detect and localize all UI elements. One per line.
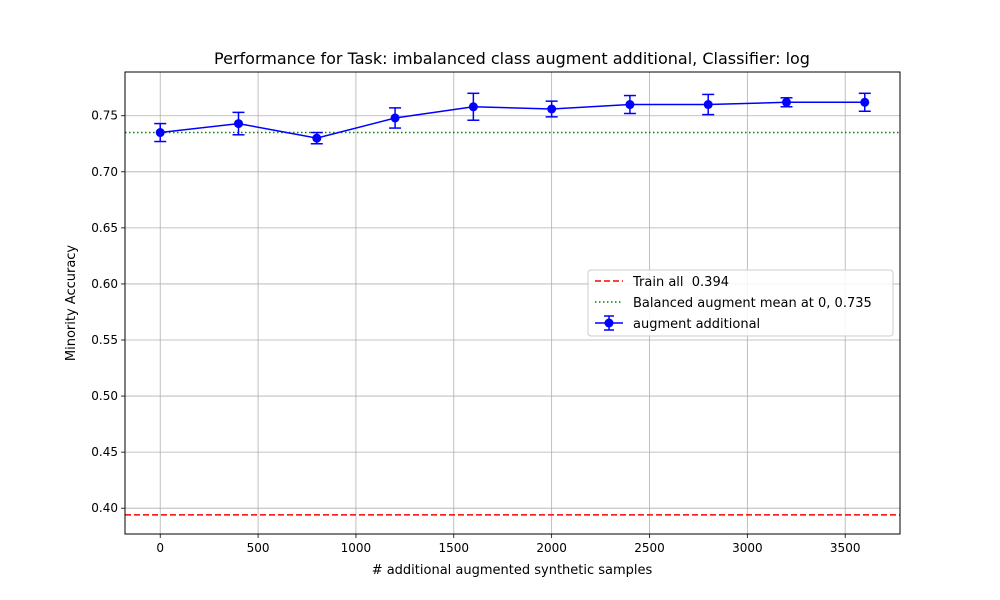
x-tick-label: 3000 — [732, 541, 763, 555]
data-point — [312, 133, 322, 143]
data-point — [781, 97, 791, 107]
y-tick-label: 0.60 — [91, 277, 118, 291]
y-tick-label: 0.75 — [91, 109, 118, 123]
data-point — [234, 119, 244, 129]
x-axis-label: # additional augmented synthetic samples — [372, 563, 653, 578]
x-tick-label: 1000 — [341, 541, 372, 555]
data-point — [625, 100, 635, 110]
data-point — [468, 102, 478, 112]
series-line — [160, 101, 865, 139]
legend-label-augment-additional: augment additional — [633, 317, 760, 332]
y-tick-label: 0.40 — [91, 501, 118, 515]
data-point — [703, 100, 713, 110]
x-tick-label: 500 — [247, 541, 270, 555]
legend-box — [587, 269, 894, 337]
x-tick-label: 2500 — [634, 541, 665, 555]
x-tick-label: 3500 — [830, 541, 861, 555]
data-point — [390, 113, 400, 123]
y-tick-label: 0.45 — [91, 445, 118, 459]
y-axis-ticks: 0.40 0.45 0.50 0.55 0.60 0.65 0.70 0.75 — [91, 109, 125, 515]
plot-frame — [124, 71, 901, 535]
grid-lines — [125, 72, 900, 534]
y-tick-label: 0.65 — [91, 221, 118, 235]
legend-label-balanced-mean: Balanced augment mean at 0, 0.735 — [633, 296, 872, 311]
y-tick-label: 0.55 — [91, 333, 118, 347]
legend-swatch-marker — [604, 318, 614, 328]
chart-title: Performance for Task: imbalanced class a… — [214, 49, 810, 68]
reference-lines — [125, 131, 900, 516]
x-tick-label: 1500 — [439, 541, 470, 555]
legend-label-train-all: Train all 0.394 — [632, 275, 729, 290]
data-series — [154, 92, 871, 145]
data-point — [860, 97, 870, 107]
x-tick-label: 0 — [156, 541, 164, 555]
y-axis-label: Minority Accuracy — [64, 245, 79, 362]
y-tick-label: 0.50 — [91, 389, 118, 403]
x-tick-label: 2000 — [536, 541, 567, 555]
data-point — [155, 128, 165, 138]
data-point — [547, 104, 557, 114]
legend: Train all 0.394 Balanced augment mean at… — [587, 269, 894, 337]
x-axis-ticks: 0 500 1000 1500 2000 2500 3000 3500 — [156, 534, 860, 555]
y-tick-label: 0.70 — [91, 165, 118, 179]
